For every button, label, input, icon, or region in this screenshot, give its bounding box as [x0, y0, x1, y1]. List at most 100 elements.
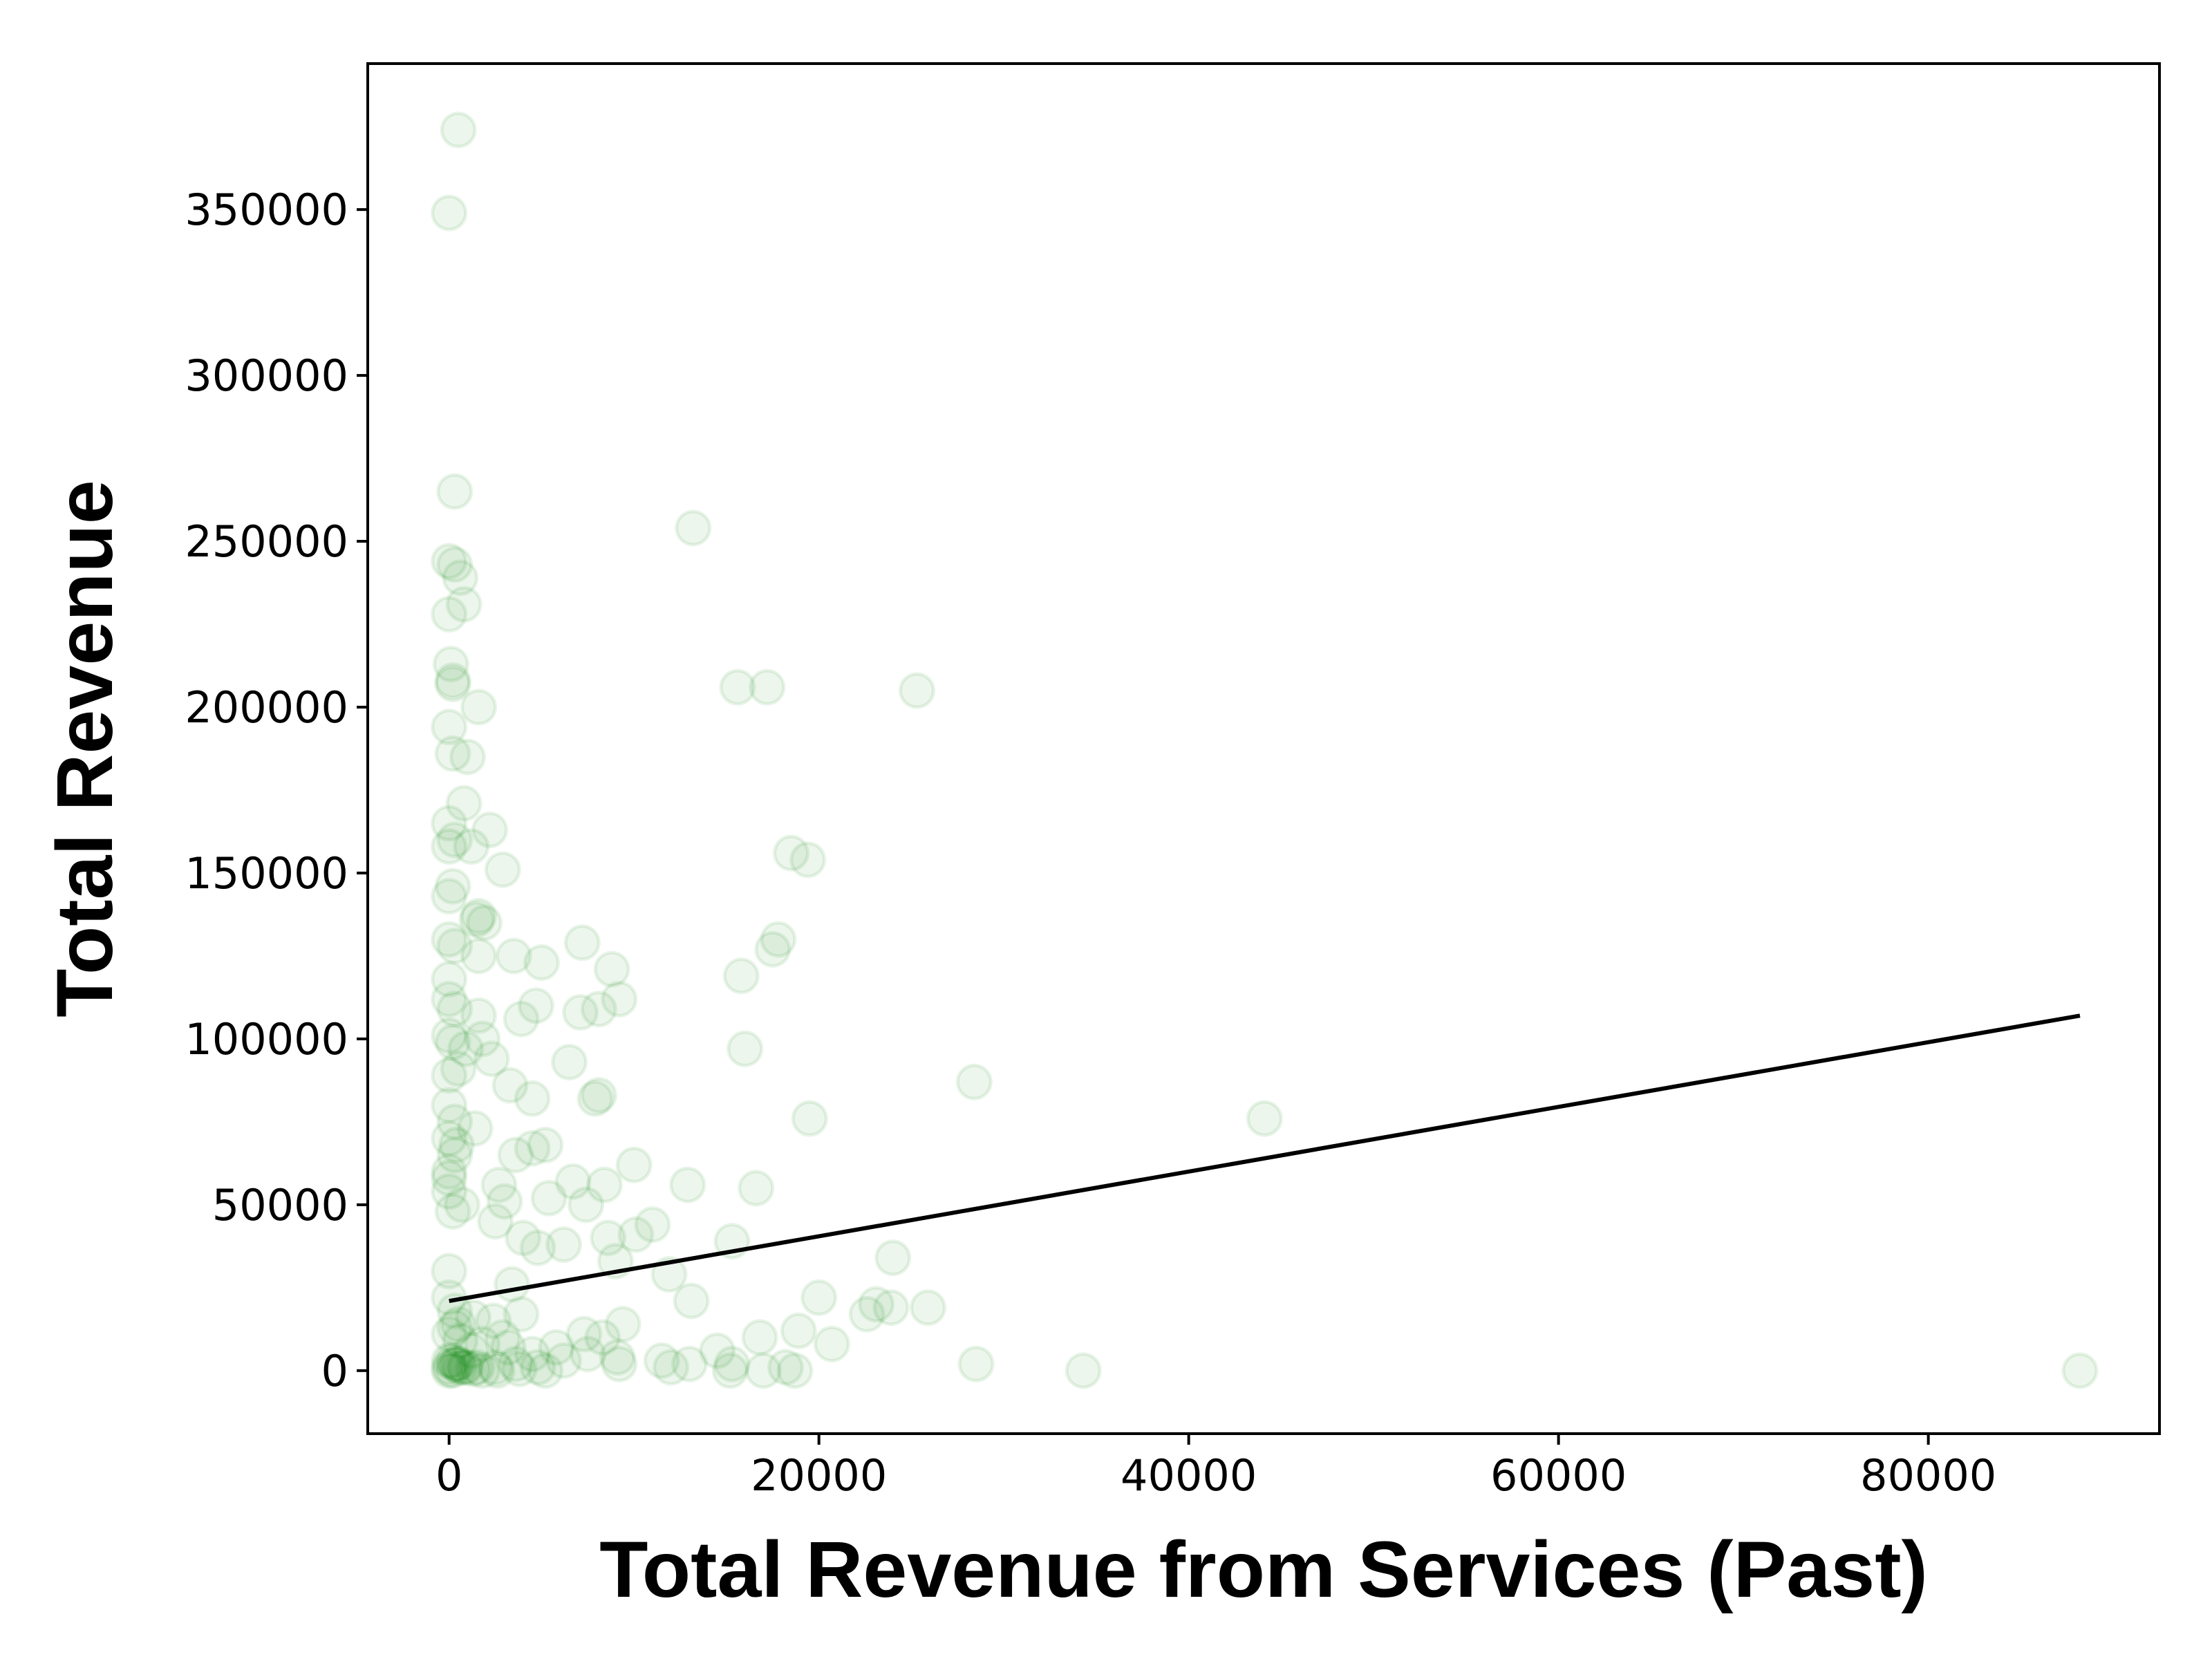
data-point: [527, 1352, 564, 1389]
data-point: [580, 991, 617, 1028]
data-point: [773, 834, 810, 872]
data-point: [585, 1166, 623, 1203]
data-point: [460, 997, 497, 1034]
data-point: [604, 1306, 641, 1343]
data-point: [601, 980, 638, 1018]
x-axis: 0 20000 40000 60000 80000: [435, 1434, 1996, 1501]
data-point: [445, 1349, 482, 1386]
data-point: [813, 1325, 850, 1362]
data-point: [593, 950, 630, 988]
data-point: [436, 821, 474, 859]
data-point: [436, 928, 474, 965]
x-tick-label: 40000: [1121, 1450, 1257, 1501]
y-tick-label: 0: [321, 1346, 348, 1396]
data-point: [431, 1352, 468, 1389]
data-point: [466, 904, 503, 941]
data-point: [530, 1179, 568, 1217]
data-point: [749, 668, 786, 706]
data-point: [473, 1040, 510, 1078]
y-tick-label: 150000: [185, 848, 348, 899]
data-point: [440, 1345, 477, 1382]
data-point: [442, 1322, 479, 1360]
data-point: [431, 1173, 468, 1210]
data-point: [431, 1253, 468, 1290]
x-tick-label: 0: [435, 1450, 462, 1501]
data-point: [431, 961, 468, 998]
data-point: [872, 1289, 910, 1327]
data-point: [562, 994, 599, 1031]
data-point: [744, 1352, 782, 1389]
data-point: [458, 1349, 496, 1386]
data-point: [449, 738, 486, 776]
data-point: [453, 1332, 490, 1369]
data-point: [431, 1153, 468, 1190]
data-point: [434, 1342, 471, 1379]
data-point: [577, 1080, 614, 1117]
data-point: [434, 1192, 471, 1230]
data-point: [431, 543, 468, 580]
data-point: [464, 1020, 501, 1058]
data-point: [436, 991, 474, 1028]
data-point: [431, 1087, 468, 1124]
data-point: [456, 1109, 494, 1147]
data-point: [727, 1030, 764, 1067]
data-point: [431, 1315, 468, 1353]
data-point: [527, 1126, 564, 1163]
data-point: [874, 1239, 912, 1277]
data-point: [453, 828, 490, 865]
data-point: [431, 921, 468, 958]
y-tick-label: 250000: [185, 516, 348, 567]
data-point: [713, 1345, 751, 1382]
data-point: [431, 980, 468, 1018]
data-point: [434, 665, 471, 702]
data-point: [711, 1352, 749, 1389]
data-point: [436, 546, 474, 583]
data-point: [442, 1349, 479, 1386]
data-point: [643, 1342, 680, 1379]
data-point: [1246, 1100, 1283, 1137]
plot-area-frame: [366, 62, 2161, 1435]
x-tick-label: 20000: [751, 1450, 887, 1501]
data-point: [634, 1206, 671, 1244]
data-point: [431, 1120, 468, 1157]
data-point: [478, 1352, 516, 1389]
data-point: [800, 1279, 838, 1316]
data-point: [445, 785, 482, 822]
data-point: [673, 1282, 710, 1320]
y-tick-label: 200000: [185, 682, 348, 733]
x-axis-title: Total Revenue from Services (Past): [599, 1526, 1928, 1614]
data-point: [722, 957, 760, 995]
data-point: [447, 1030, 485, 1067]
data-point: [590, 1219, 627, 1257]
data-point: [671, 1345, 708, 1382]
data-point: [436, 1292, 474, 1329]
data-point: [565, 1315, 603, 1353]
data-point: [910, 1289, 947, 1327]
data-point: [486, 1183, 523, 1220]
data-point: [495, 937, 532, 975]
data-point: [434, 662, 471, 700]
data-point: [584, 1319, 621, 1356]
data-point: [458, 901, 496, 938]
data-point: [601, 1345, 638, 1382]
x-tick-label: 60000: [1490, 1450, 1627, 1501]
data-point: [443, 1186, 480, 1224]
data-point: [615, 1146, 653, 1183]
data-point: [484, 1319, 521, 1356]
data-point: [494, 1266, 531, 1303]
data-point: [460, 688, 497, 726]
data-point: [436, 473, 474, 510]
data-point: [514, 1080, 551, 1117]
data-point: [440, 1050, 477, 1087]
data-point: [898, 672, 935, 709]
data-point: [519, 1349, 556, 1386]
data-point: [431, 1017, 468, 1054]
data-point: [438, 1126, 475, 1163]
fit-line: [449, 1013, 2081, 1303]
data-point: [545, 1226, 583, 1263]
data-point: [454, 1299, 491, 1336]
data-point: [477, 1349, 514, 1386]
data-point: [545, 1342, 583, 1379]
data-point: [484, 851, 521, 888]
